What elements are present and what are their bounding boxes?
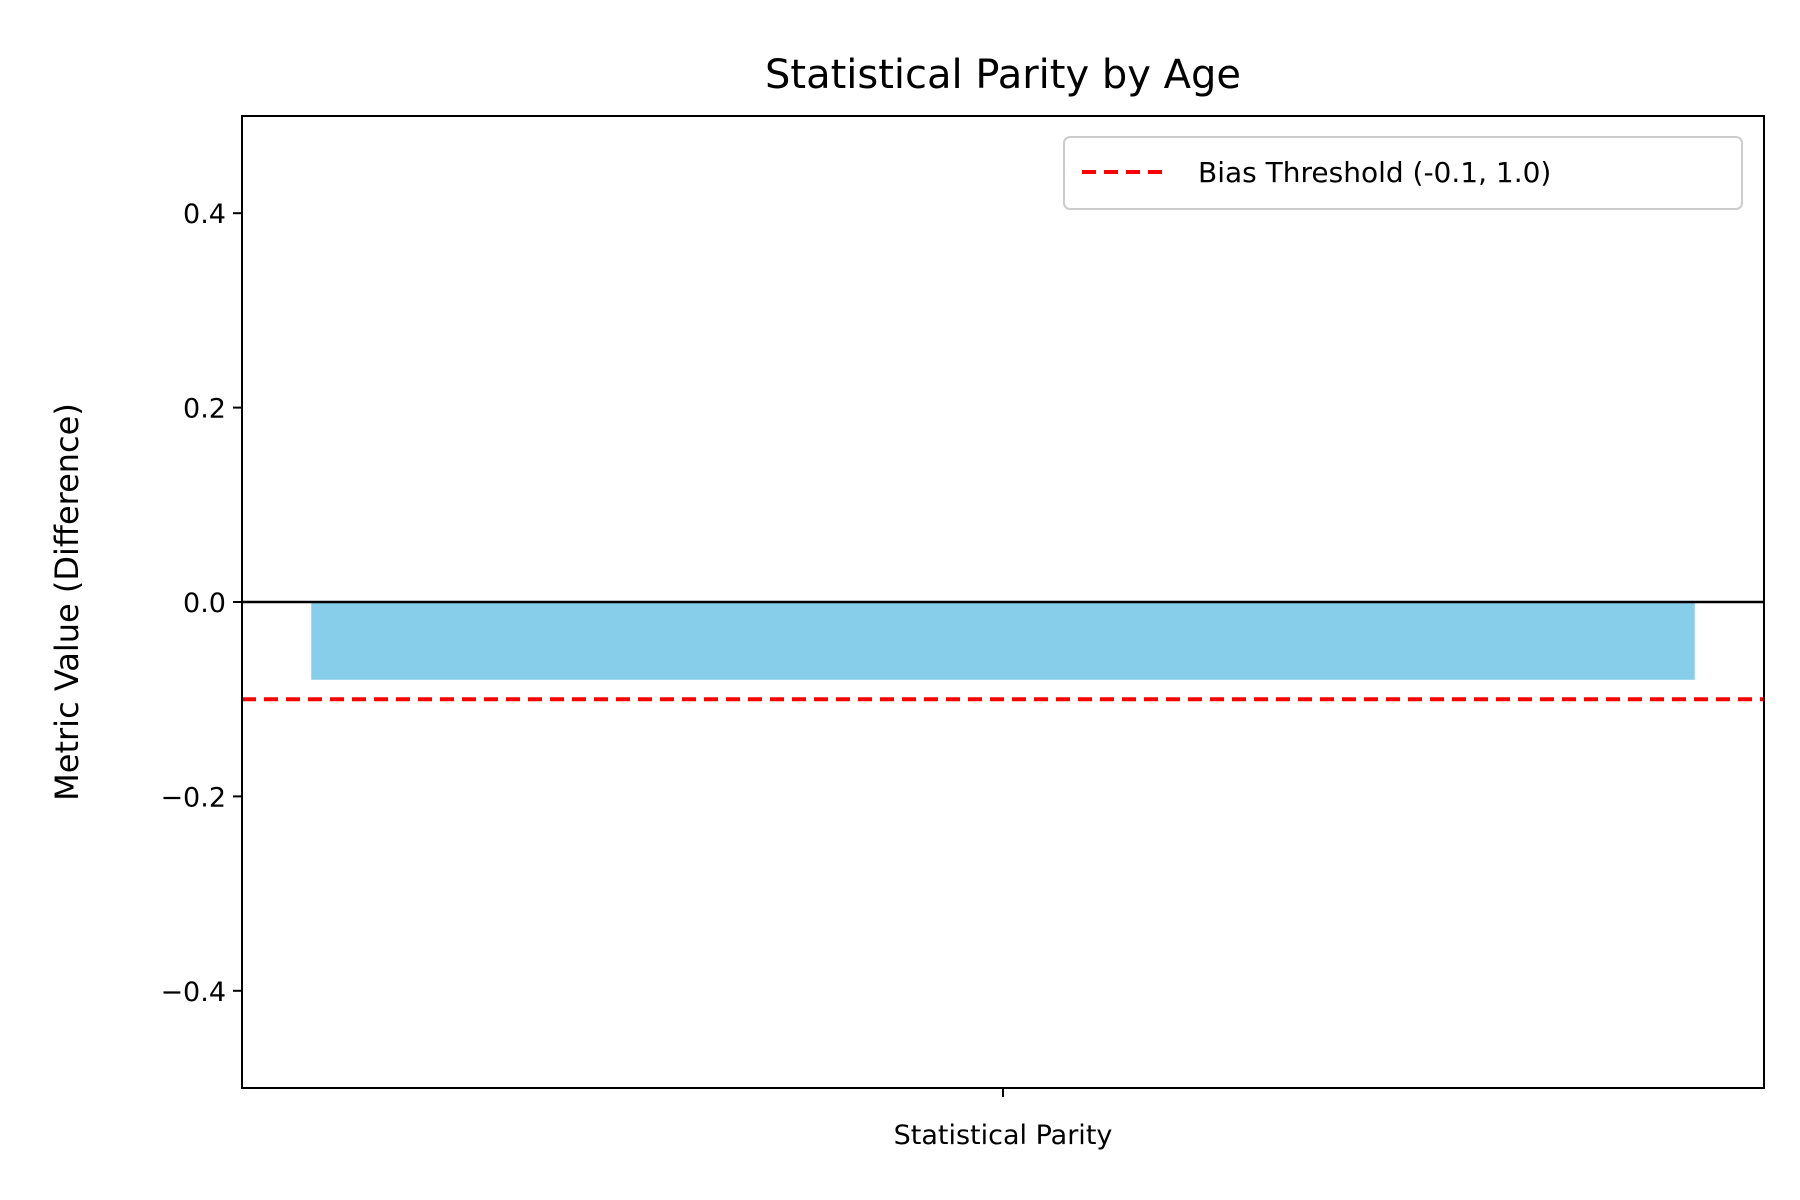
bar-0 <box>311 602 1695 680</box>
x-tick-label-0: Statistical Parity <box>894 1120 1113 1151</box>
y-tick-label-3: −0.2 <box>160 782 226 813</box>
y-tick-label-2: 0.0 <box>183 588 226 619</box>
plot-area: 0.4 0.2 0.0 −0.2 −0.4 Statistical Parity <box>160 115 1765 1151</box>
legend-frame <box>1063 136 1743 210</box>
y-tick-label-0: 0.4 <box>183 199 226 230</box>
chart-title: Statistical Parity by Age <box>765 52 1241 98</box>
legend-threshold-label: Bias Threshold (-0.1, 1.0) <box>1198 156 1551 189</box>
y-tick-label-4: −0.4 <box>160 977 226 1008</box>
y-axis-label: Metric Value (Difference) <box>48 403 86 801</box>
y-tick-label-1: 0.2 <box>183 394 226 425</box>
legend: Bias Threshold (-0.1, 1.0) <box>1063 136 1743 210</box>
